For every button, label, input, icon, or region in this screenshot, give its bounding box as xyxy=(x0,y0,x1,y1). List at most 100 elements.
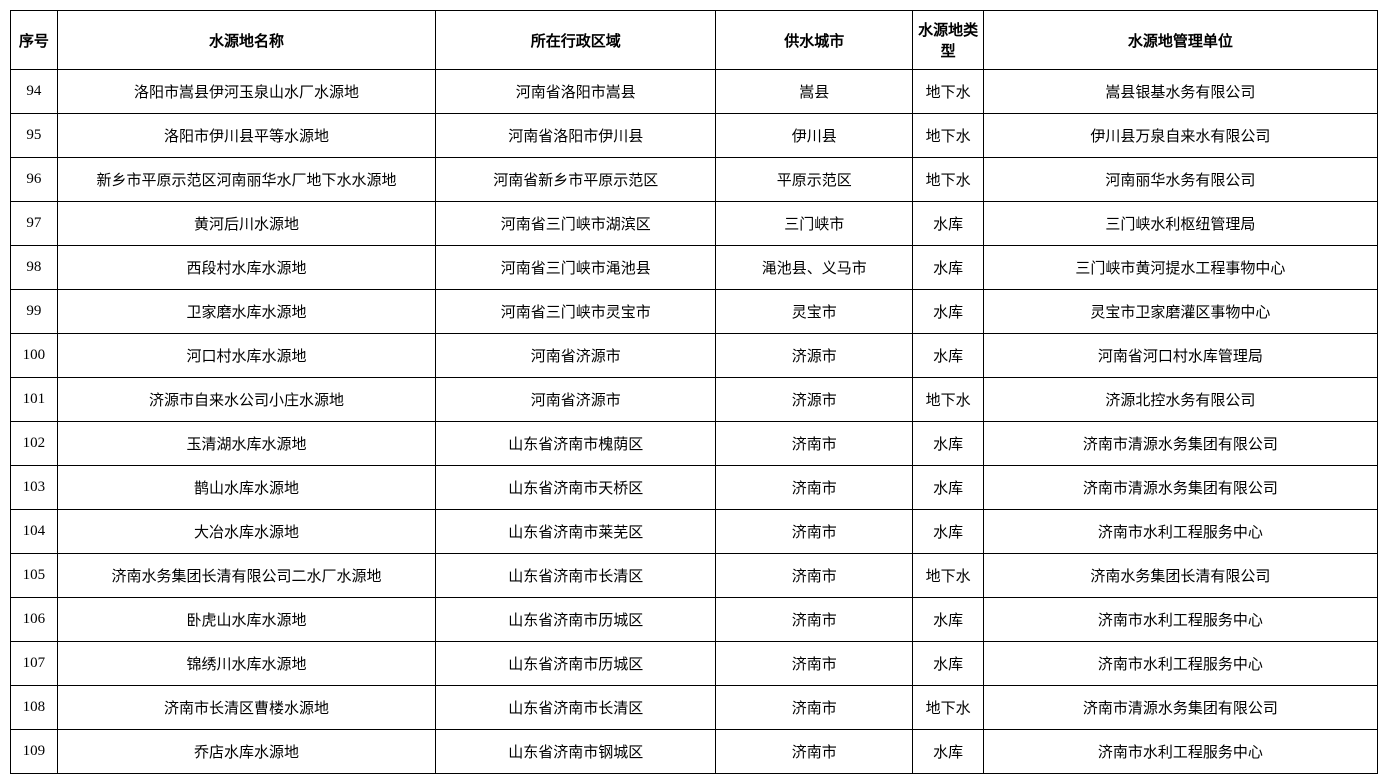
cell-unit: 济南市水利工程服务中心 xyxy=(983,598,1377,642)
table-row: 94洛阳市嵩县伊河玉泉山水厂水源地河南省洛阳市嵩县嵩县地下水嵩县银基水务有限公司 xyxy=(11,70,1378,114)
table-row: 109乔店水库水源地山东省济南市钢城区济南市水库济南市水利工程服务中心 xyxy=(11,730,1378,774)
table-row: 108济南市长清区曹楼水源地山东省济南市长清区济南市地下水济南市清源水务集团有限… xyxy=(11,686,1378,730)
cell-type: 地下水 xyxy=(913,158,984,202)
cell-name: 济源市自来水公司小庄水源地 xyxy=(57,378,436,422)
cell-name: 济南水务集团长清有限公司二水厂水源地 xyxy=(57,554,436,598)
cell-region: 河南省洛阳市伊川县 xyxy=(436,114,716,158)
cell-city: 济南市 xyxy=(716,466,913,510)
cell-unit: 三门峡市黄河提水工程事物中心 xyxy=(983,246,1377,290)
table-row: 100河口村水库水源地河南省济源市济源市水库河南省河口村水库管理局 xyxy=(11,334,1378,378)
cell-region: 河南省济源市 xyxy=(436,378,716,422)
cell-seq: 106 xyxy=(11,598,58,642)
cell-name: 洛阳市伊川县平等水源地 xyxy=(57,114,436,158)
table-row: 107锦绣川水库水源地山东省济南市历城区济南市水库济南市水利工程服务中心 xyxy=(11,642,1378,686)
cell-unit: 嵩县银基水务有限公司 xyxy=(983,70,1377,114)
cell-type: 地下水 xyxy=(913,554,984,598)
cell-region: 河南省三门峡市渑池县 xyxy=(436,246,716,290)
cell-seq: 108 xyxy=(11,686,58,730)
cell-city: 济源市 xyxy=(716,334,913,378)
cell-region: 山东省济南市历城区 xyxy=(436,598,716,642)
cell-region: 河南省洛阳市嵩县 xyxy=(436,70,716,114)
cell-unit: 灵宝市卫家磨灌区事物中心 xyxy=(983,290,1377,334)
cell-unit: 济南市水利工程服务中心 xyxy=(983,510,1377,554)
cell-type: 水库 xyxy=(913,246,984,290)
cell-type: 水库 xyxy=(913,290,984,334)
table-row: 98西段村水库水源地河南省三门峡市渑池县渑池县、义马市水库三门峡市黄河提水工程事… xyxy=(11,246,1378,290)
cell-seq: 97 xyxy=(11,202,58,246)
table-row: 101济源市自来水公司小庄水源地河南省济源市济源市地下水济源北控水务有限公司 xyxy=(11,378,1378,422)
cell-unit: 济南市水利工程服务中心 xyxy=(983,642,1377,686)
cell-region: 山东省济南市槐荫区 xyxy=(436,422,716,466)
cell-type: 地下水 xyxy=(913,70,984,114)
cell-seq: 102 xyxy=(11,422,58,466)
cell-city: 嵩县 xyxy=(716,70,913,114)
table-row: 102玉清湖水库水源地山东省济南市槐荫区济南市水库济南市清源水务集团有限公司 xyxy=(11,422,1378,466)
cell-type: 水库 xyxy=(913,422,984,466)
cell-name: 玉清湖水库水源地 xyxy=(57,422,436,466)
table-body: 94洛阳市嵩县伊河玉泉山水厂水源地河南省洛阳市嵩县嵩县地下水嵩县银基水务有限公司… xyxy=(11,70,1378,774)
cell-seq: 99 xyxy=(11,290,58,334)
cell-type: 水库 xyxy=(913,510,984,554)
cell-seq: 103 xyxy=(11,466,58,510)
cell-region: 山东省济南市长清区 xyxy=(436,686,716,730)
table-row: 96新乡市平原示范区河南丽华水厂地下水水源地河南省新乡市平原示范区平原示范区地下… xyxy=(11,158,1378,202)
cell-name: 洛阳市嵩县伊河玉泉山水厂水源地 xyxy=(57,70,436,114)
cell-city: 济南市 xyxy=(716,730,913,774)
cell-city: 济南市 xyxy=(716,554,913,598)
header-row: 序号 水源地名称 所在行政区域 供水城市 水源地类型 水源地管理单位 xyxy=(11,11,1378,70)
cell-seq: 94 xyxy=(11,70,58,114)
cell-city: 济南市 xyxy=(716,686,913,730)
cell-type: 地下水 xyxy=(913,686,984,730)
table-row: 97黄河后川水源地河南省三门峡市湖滨区三门峡市水库三门峡水利枢纽管理局 xyxy=(11,202,1378,246)
table-header: 序号 水源地名称 所在行政区域 供水城市 水源地类型 水源地管理单位 xyxy=(11,11,1378,70)
cell-city: 济源市 xyxy=(716,378,913,422)
cell-region: 河南省三门峡市灵宝市 xyxy=(436,290,716,334)
cell-seq: 107 xyxy=(11,642,58,686)
cell-region: 山东省济南市钢城区 xyxy=(436,730,716,774)
cell-seq: 98 xyxy=(11,246,58,290)
cell-name: 河口村水库水源地 xyxy=(57,334,436,378)
cell-name: 卧虎山水库水源地 xyxy=(57,598,436,642)
cell-name: 鹊山水库水源地 xyxy=(57,466,436,510)
table-row: 95洛阳市伊川县平等水源地河南省洛阳市伊川县伊川县地下水伊川县万泉自来水有限公司 xyxy=(11,114,1378,158)
cell-region: 山东省济南市莱芜区 xyxy=(436,510,716,554)
cell-region: 山东省济南市长清区 xyxy=(436,554,716,598)
header-unit: 水源地管理单位 xyxy=(983,11,1377,70)
cell-unit: 济南市水利工程服务中心 xyxy=(983,730,1377,774)
cell-region: 山东省济南市历城区 xyxy=(436,642,716,686)
cell-seq: 96 xyxy=(11,158,58,202)
cell-seq: 104 xyxy=(11,510,58,554)
cell-seq: 105 xyxy=(11,554,58,598)
cell-unit: 河南丽华水务有限公司 xyxy=(983,158,1377,202)
cell-city: 济南市 xyxy=(716,598,913,642)
cell-city: 济南市 xyxy=(716,510,913,554)
cell-city: 三门峡市 xyxy=(716,202,913,246)
cell-unit: 济源北控水务有限公司 xyxy=(983,378,1377,422)
cell-unit: 济南市清源水务集团有限公司 xyxy=(983,422,1377,466)
cell-name: 西段村水库水源地 xyxy=(57,246,436,290)
cell-unit: 三门峡水利枢纽管理局 xyxy=(983,202,1377,246)
cell-seq: 95 xyxy=(11,114,58,158)
cell-name: 新乡市平原示范区河南丽华水厂地下水水源地 xyxy=(57,158,436,202)
cell-unit: 伊川县万泉自来水有限公司 xyxy=(983,114,1377,158)
cell-city: 灵宝市 xyxy=(716,290,913,334)
cell-city: 济南市 xyxy=(716,642,913,686)
cell-region: 河南省新乡市平原示范区 xyxy=(436,158,716,202)
cell-name: 乔店水库水源地 xyxy=(57,730,436,774)
cell-type: 水库 xyxy=(913,466,984,510)
cell-name: 济南市长清区曹楼水源地 xyxy=(57,686,436,730)
cell-unit: 济南市清源水务集团有限公司 xyxy=(983,466,1377,510)
header-name: 水源地名称 xyxy=(57,11,436,70)
cell-unit: 济南水务集团长清有限公司 xyxy=(983,554,1377,598)
header-region: 所在行政区域 xyxy=(436,11,716,70)
table-row: 106卧虎山水库水源地山东省济南市历城区济南市水库济南市水利工程服务中心 xyxy=(11,598,1378,642)
cell-city: 渑池县、义马市 xyxy=(716,246,913,290)
cell-seq: 101 xyxy=(11,378,58,422)
cell-unit: 济南市清源水务集团有限公司 xyxy=(983,686,1377,730)
cell-unit: 河南省河口村水库管理局 xyxy=(983,334,1377,378)
water-source-table: 序号 水源地名称 所在行政区域 供水城市 水源地类型 水源地管理单位 94洛阳市… xyxy=(10,10,1378,774)
cell-city: 平原示范区 xyxy=(716,158,913,202)
cell-region: 山东省济南市天桥区 xyxy=(436,466,716,510)
table-row: 103鹊山水库水源地山东省济南市天桥区济南市水库济南市清源水务集团有限公司 xyxy=(11,466,1378,510)
header-seq: 序号 xyxy=(11,11,58,70)
